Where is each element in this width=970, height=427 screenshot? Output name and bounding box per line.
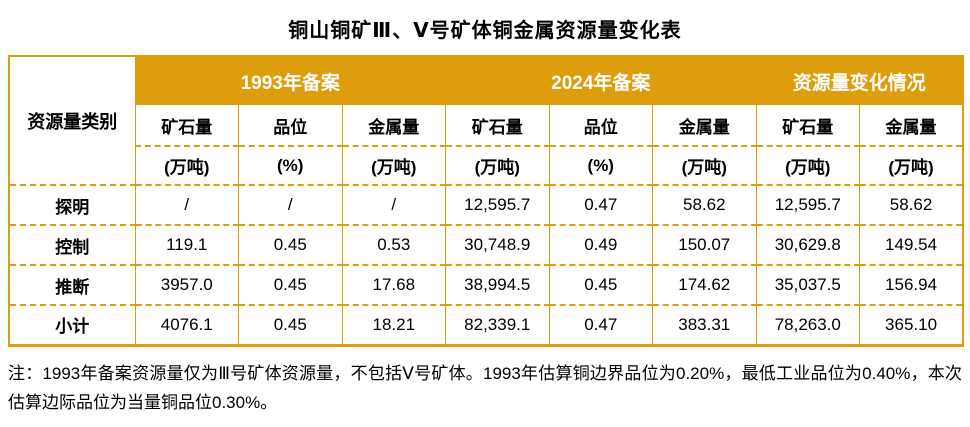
col-header-metal-2024: 金属量 [652,105,757,146]
cell-value: 35,037.5 [755,264,860,305]
cell-value: 0.49 [548,224,653,265]
col-header-grade-2024: 品位 [548,105,653,146]
cell-value: 3957.0 [134,264,239,305]
cell-value: 30,748.9 [445,224,550,265]
cell-value: 12,595.7 [445,184,550,225]
unit-metal-1993: (万吨) [341,145,446,185]
group-header-change: 资源量变化情况 [755,56,964,105]
unit-metal-2024: (万吨) [652,145,757,185]
table-row-subtotal: 小计 4076.1 0.45 18.21 82,339.1 0.47 383.3… [8,304,964,345]
col-header-grade-1993: 品位 [238,105,342,146]
row-label-controlled: 控制 [8,224,135,265]
page-title: 铜山铜矿Ⅲ、Ⅴ号矿体铜金属资源量变化表 [288,20,682,42]
cell-value: 150.07 [652,224,757,265]
cell-value: 0.45 [238,264,342,305]
cell-value: 17.68 [341,264,446,305]
table-row-inferred: 推断 3957.0 0.45 17.68 38,994.5 0.45 174.6… [8,264,964,305]
resource-change-table: 资源量类别 1993年备案 2024年备案 资源量变化情况 矿石量 品位 金属量… [8,55,965,347]
cell-value: 365.10 [859,304,964,345]
cell-value: 149.54 [859,224,964,265]
cell-value: 82,339.1 [445,304,550,345]
cell-value: 174.62 [652,264,757,305]
footnote: 注：1993年备案资源量仅为Ⅲ号矿体资源量，不包括Ⅴ号矿体。1993年估算铜边界… [8,363,962,413]
table-row-controlled: 控制 119.1 0.45 0.53 30,748.9 0.49 150.07 … [8,224,964,265]
cell-value: 58.62 [652,184,757,225]
col-header-ore-change: 矿石量 [755,105,860,146]
cell-value: 383.31 [652,304,757,345]
row-label-proven: 探明 [8,184,135,225]
cell-value: 0.45 [238,304,342,345]
unit-metal-change: (万吨) [859,145,964,185]
col-header-ore-2024: 矿石量 [445,105,550,146]
cell-value: 119.1 [134,224,239,265]
cell-value: 156.94 [859,264,964,305]
cell-value: 30,629.8 [755,224,860,265]
group-header-row: 资源量类别 1993年备案 2024年备案 资源量变化情况 [8,56,964,185]
group-header-1993: 1993年备案 [134,56,446,105]
column-header-row: 矿石量 品位 金属量 矿石量 品位 金属量 矿石量 金属量 [9,105,964,146]
cell-value: 0.45 [548,264,653,305]
cell-value: / [341,184,446,225]
group-header-2024: 2024年备案 [445,56,757,105]
cell-value: 58.62 [859,184,964,225]
cell-value: 0.47 [548,184,653,225]
unit-ore-change: (万吨) [755,145,860,185]
row-label-inferred: 推断 [8,264,135,305]
corner-header-resource-category: 资源量类别 [8,56,135,185]
cell-value: / [134,184,239,225]
cell-value: 0.47 [548,304,653,345]
cell-value: 0.45 [238,224,342,265]
cell-value: 78,263.0 [755,304,860,345]
col-header-ore-1993: 矿石量 [134,105,239,146]
cell-value: 0.53 [341,224,446,265]
row-label-subtotal: 小计 [8,304,135,345]
table-row-proven: 探明 / / / 12,595.7 0.47 58.62 12,595.7 58… [8,184,964,225]
unit-header-row: (万吨) (%) (万吨) (万吨) (%) (万吨) (万吨) (万吨) [9,145,964,185]
cell-value: 38,994.5 [445,264,550,305]
cell-value: 18.21 [341,304,446,345]
unit-grade-1993: (%) [238,145,342,185]
unit-ore-2024: (万吨) [445,145,550,185]
cell-value: / [238,184,342,225]
unit-ore-1993: (万吨) [134,145,239,185]
unit-grade-2024: (%) [548,145,653,185]
cell-value: 12,595.7 [755,184,860,225]
cell-value: 4076.1 [134,304,239,345]
col-header-metal-change: 金属量 [859,105,964,146]
col-header-metal-1993: 金属量 [341,105,446,146]
